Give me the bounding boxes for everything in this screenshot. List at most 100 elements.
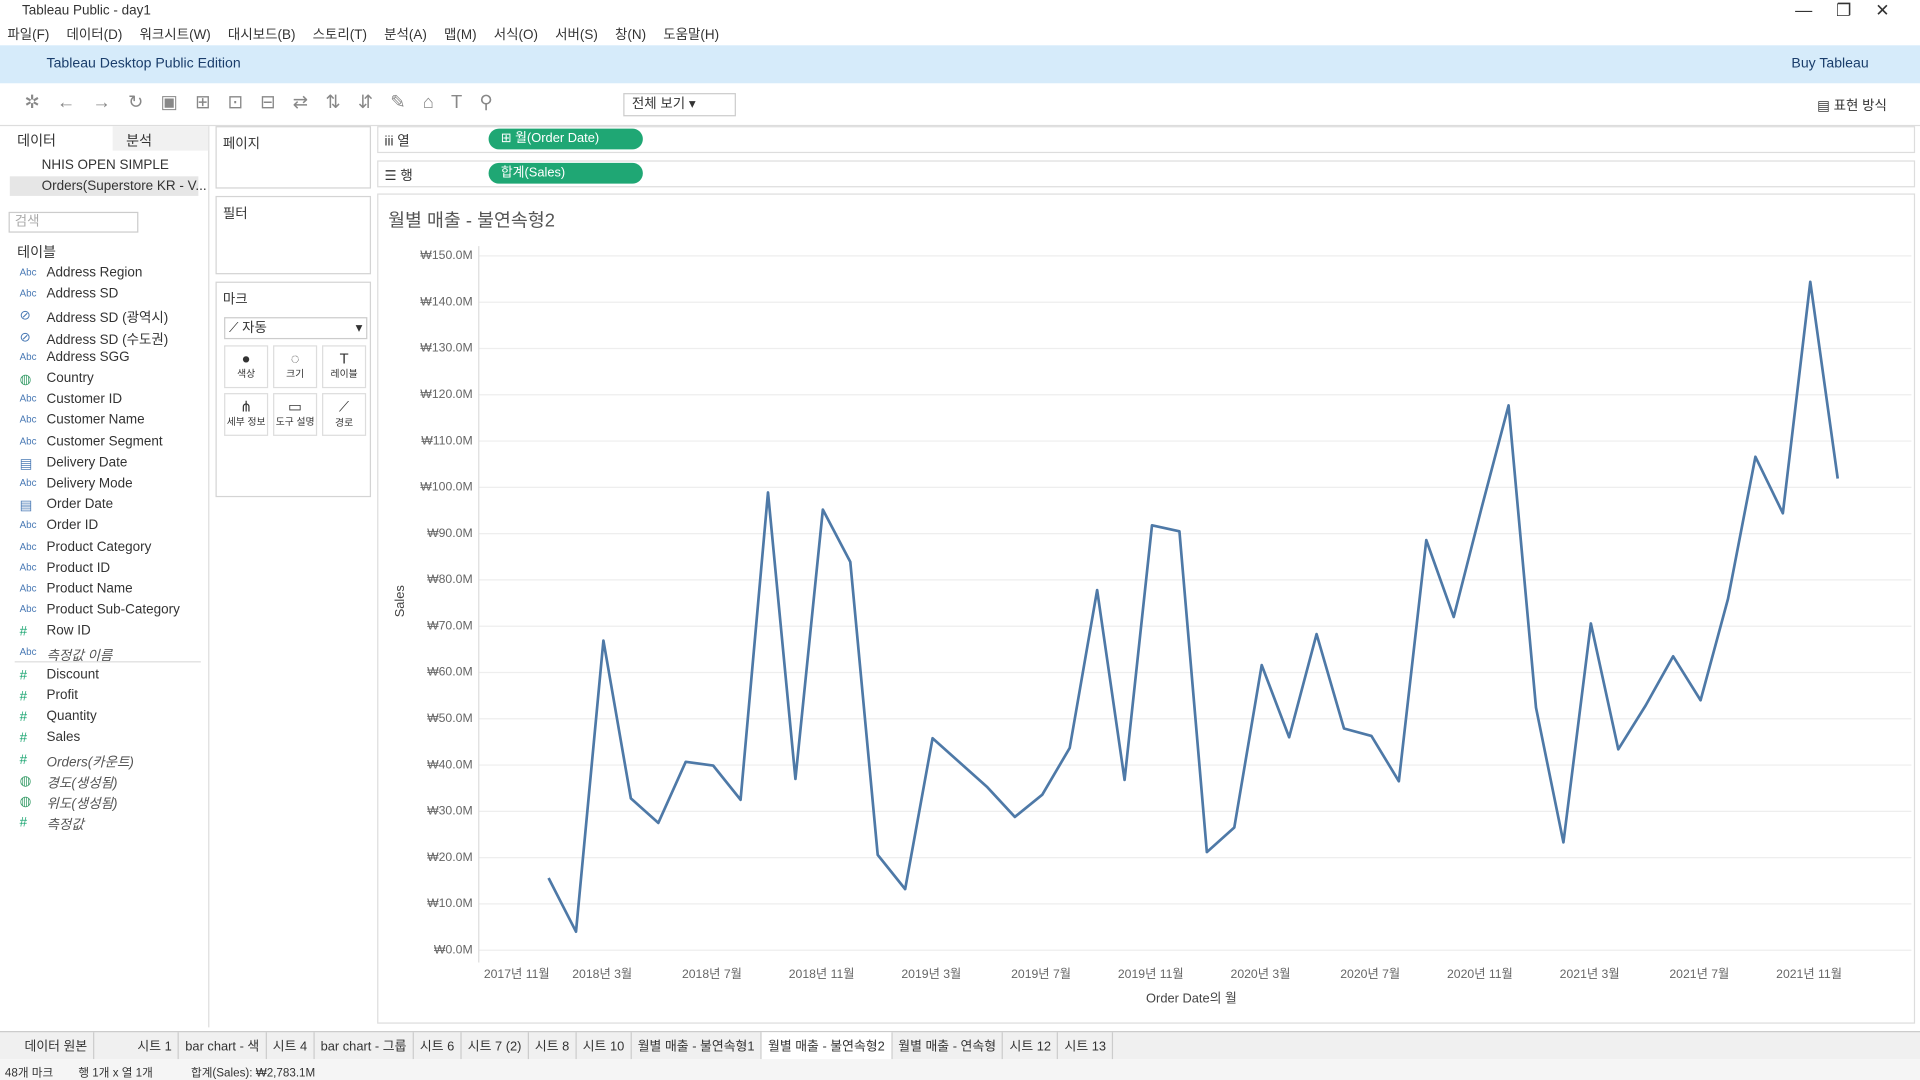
sheet-tab[interactable]: 월별 매출 - 연속형 — [892, 1032, 1004, 1060]
show-me[interactable]: ▤ 표현 방식 — [1817, 99, 1887, 114]
status-dims: 행 1개 x 열 1개 — [78, 1066, 153, 1080]
pill[interactable]: 합계(Sales) — [488, 162, 643, 184]
menu-item[interactable]: 스토리(T) — [312, 28, 367, 43]
field-icon: Abc — [19, 646, 37, 658]
sheet-tab[interactable]: bar chart - 색 — [179, 1032, 267, 1060]
y-tick-label: ₩100.0M — [420, 480, 472, 494]
mark-button[interactable]: ▭ 도구 설명 — [273, 393, 318, 436]
x-tick-label: 2021년 7월 — [1669, 967, 1729, 981]
data-tab[interactable]: 데이터 — [17, 134, 57, 150]
pill-label: 합계(Sales) — [500, 165, 566, 181]
sheet-tab[interactable]: 시트 10 — [577, 1032, 632, 1060]
field[interactable]: Product ID — [46, 560, 111, 576]
field[interactable]: Address Region — [46, 265, 143, 281]
chart: 월별 매출 - 불연속형2 Sales Order Date의 월 2017년 … — [377, 193, 1916, 1024]
y-tick-label: ₩30.0M — [427, 804, 473, 818]
sheet-tab[interactable]: 시트 4 — [267, 1032, 315, 1060]
menu-item[interactable]: 서버(S) — [555, 28, 598, 43]
y-tick-label: ₩0.0M — [434, 942, 473, 956]
search-box[interactable]: 검색 — [8, 211, 139, 233]
mark-button[interactable]: ● 색상 — [224, 345, 269, 389]
mark-type-select[interactable]: ⟋ 자동 ▾ — [224, 317, 368, 340]
mark-button[interactable]: ◌ 크기 — [273, 345, 318, 389]
field[interactable]: Customer Name — [46, 413, 145, 428]
field[interactable]: Row ID — [46, 623, 91, 639]
y-tick-label: ₩150.0M — [420, 248, 472, 262]
sheet-tab[interactable]: 시트 8 — [529, 1032, 577, 1060]
field[interactable]: Product Category — [46, 539, 152, 555]
sheet-tab[interactable]: 월별 매출 - 불연속형2 — [761, 1032, 893, 1060]
field[interactable]: Discount — [46, 667, 99, 682]
menu-item[interactable]: 창(N) — [615, 28, 647, 43]
sheet-tabs: 데이터 원본 시트 1 bar chart - 색 시트 4 bar chart - 그… — [0, 1031, 1920, 1060]
pill-label: 월(Order Date) — [515, 131, 600, 146]
sheet-tab[interactable]: 월별 매출 - 불연속형1 — [632, 1032, 762, 1060]
x-tick-label: 2018년 7월 — [682, 967, 742, 981]
sheet-tab[interactable]: 시트 13 — [1058, 1032, 1114, 1060]
filters-card: 필터 — [215, 195, 372, 275]
mark-button[interactable]: ⋔ 세부 정보 — [224, 393, 269, 436]
data-source[interactable]: Orders(Superstore KR - V... — [41, 178, 207, 194]
field[interactable]: Delivery Mode — [46, 476, 133, 492]
y-tick-label: ₩90.0M — [427, 526, 473, 540]
window-controls[interactable]: — ❐ ✕ — [1795, 0, 1890, 20]
field[interactable]: Country — [46, 371, 94, 386]
field[interactable]: Order Date — [46, 497, 114, 513]
x-tick-label: 2020년 11월 — [1447, 967, 1513, 981]
field[interactable]: Customer ID — [46, 392, 123, 407]
data-source[interactable]: NHIS OPEN SIMPLE — [41, 157, 169, 173]
menu-item[interactable]: 파일(F) — [7, 28, 50, 43]
field-icon: # — [19, 624, 28, 640]
field[interactable]: Order ID — [46, 518, 99, 534]
field[interactable]: 측정값 이름 — [46, 648, 113, 664]
field-icon: # — [19, 710, 28, 726]
x-tick-label: 2021년 11월 — [1776, 967, 1842, 981]
field[interactable]: Address SD — [46, 286, 119, 302]
sheet-tab[interactable]: bar chart - 그룹 — [314, 1032, 414, 1060]
field-icon: # — [19, 815, 28, 831]
sheet-tab[interactable]: 데이터 원본 — [0, 1032, 95, 1060]
y-tick-label: ₩110.0M — [421, 433, 472, 447]
sheet-tab[interactable]: 시트 6 — [414, 1032, 462, 1060]
field[interactable]: Customer Segment — [46, 434, 163, 449]
field[interactable]: 위도(생성됨) — [46, 797, 118, 812]
field[interactable]: Address SGG — [46, 349, 130, 365]
menu-item[interactable]: 맵(M) — [444, 28, 477, 43]
mark-button[interactable]: ⟋ 경로 — [322, 393, 367, 436]
sheet-tab[interactable]: 시트 1 — [131, 1032, 180, 1060]
field[interactable]: 경도(생성됨) — [46, 776, 118, 791]
field[interactable]: 측정값 — [46, 818, 84, 833]
field[interactable]: Product Sub-Category — [46, 602, 180, 618]
field-icon: ▤ — [19, 456, 33, 472]
menu-item[interactable]: 도움말(H) — [663, 28, 720, 43]
field[interactable]: Address SD (수도권) — [46, 332, 169, 348]
toolbar-icons[interactable]: ✲←→↻▣⊞⊡⊟⇄⇅⇵✎⌂T⚲ — [24, 91, 511, 113]
pages-card: 페이지 — [215, 126, 372, 189]
analysis-tab[interactable]: 분석 — [126, 134, 153, 150]
field-icon: Abc — [19, 582, 37, 594]
tables-heading: 테이블 — [17, 246, 57, 261]
buy-link[interactable]: Buy Tableau — [1791, 56, 1869, 72]
sheet-tab[interactable]: 시트 12 — [1003, 1032, 1059, 1060]
menu-item[interactable]: 데이터(D) — [66, 28, 123, 43]
sheet-tab[interactable]: 시트 7 (2) — [462, 1032, 529, 1060]
menu-item[interactable]: 서식(O) — [493, 28, 538, 43]
menu-item[interactable]: 대시보드(B) — [227, 28, 296, 43]
field[interactable]: Product Name — [46, 581, 133, 597]
y-tick-label: ₩80.0M — [427, 572, 473, 586]
mark-button[interactable]: T 레이블 — [322, 345, 367, 389]
menu-item[interactable]: 분석(A) — [384, 28, 427, 43]
fit-select[interactable]: 전체 보기 ▾ — [623, 93, 736, 117]
field[interactable]: Orders(카운트) — [46, 755, 134, 770]
field[interactable]: Profit — [46, 688, 78, 703]
pill[interactable]: ⊞ 월(Order Date) — [488, 128, 643, 150]
mark-button-label: 크기 — [286, 368, 305, 380]
field[interactable]: Sales — [46, 730, 81, 745]
banner: Tableau Desktop Public Edition Buy Table… — [0, 45, 1920, 84]
card-title: 필터 — [222, 206, 248, 222]
field[interactable]: Address SD (광역시) — [46, 311, 169, 327]
field[interactable]: Delivery Date — [46, 455, 128, 470]
menu-item[interactable]: 워크시트(W) — [139, 28, 211, 43]
field[interactable]: Quantity — [46, 709, 97, 724]
